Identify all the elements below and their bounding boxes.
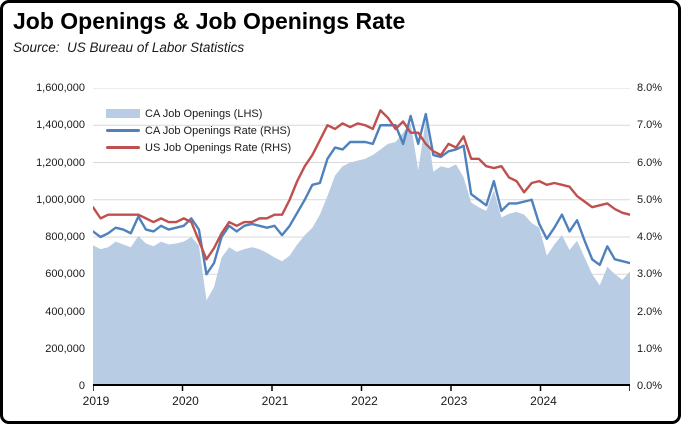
x-axis-label: 2020 [172,394,199,408]
legend: CA Job Openings (LHS) CA Job Openings Ra… [106,107,291,154]
x-axis-label: 2023 [440,394,468,408]
x-axis-label: 2021 [261,394,289,408]
y-axis-right-label: 7.0% [637,119,663,132]
y-axis-right-label: 4.0% [637,231,663,243]
chart-title: Job Openings & Job Openings Rate [13,8,406,34]
y-axis-left-label: 0 [78,380,85,392]
legend-swatch-us-rate-line [106,146,140,149]
y-axis-right-label: 8.0% [637,82,663,94]
y-axis-left-label: 200,000 [45,342,85,355]
y-axis-right-label: 1.0% [637,342,663,355]
legend-item-us-job-openings-rate: US Job Openings Rate (RHS) [106,141,291,154]
y-axis-right-label: 3.0% [637,268,663,281]
legend-label: CA Job Openings Rate (RHS) [145,124,291,137]
legend-label: CA Job Openings (LHS) [145,107,263,120]
y-axis-left-label: 400,000 [45,305,85,318]
y-axis-right-label: 0.0% [637,380,663,392]
x-axis-label: 2019 [82,394,110,408]
legend-swatch-area [106,109,140,118]
chart-source: Source: US Bureau of Labor Statistics [13,40,245,55]
plot-area [91,87,632,392]
y-axis-left-label: 600,000 [45,268,85,281]
y-axis-left-label: 1,600,000 [36,82,85,94]
legend-label: US Job Openings Rate (RHS) [145,141,292,154]
legend-item-ca-job-openings: CA Job Openings (LHS) [106,107,291,120]
x-axis-label: 2022 [351,394,378,408]
legend-item-ca-job-openings-rate: CA Job Openings Rate (RHS) [106,124,291,137]
x-axis-label: 2024 [530,394,557,408]
y-axis-left-label: 1,400,000 [36,119,85,132]
y-axis-left-label: 1,200,000 [36,156,85,169]
y-axis-right-label: 5.0% [637,193,663,206]
chart-canvas [91,87,632,391]
legend-swatch-ca-rate-line [106,129,140,132]
y-axis-right-label: 6.0% [637,156,663,169]
y-axis-right-label: 2.0% [637,305,663,318]
y-axis-left-label: 1,000,000 [36,193,85,206]
y-axis-left-label: 800,000 [45,231,85,243]
